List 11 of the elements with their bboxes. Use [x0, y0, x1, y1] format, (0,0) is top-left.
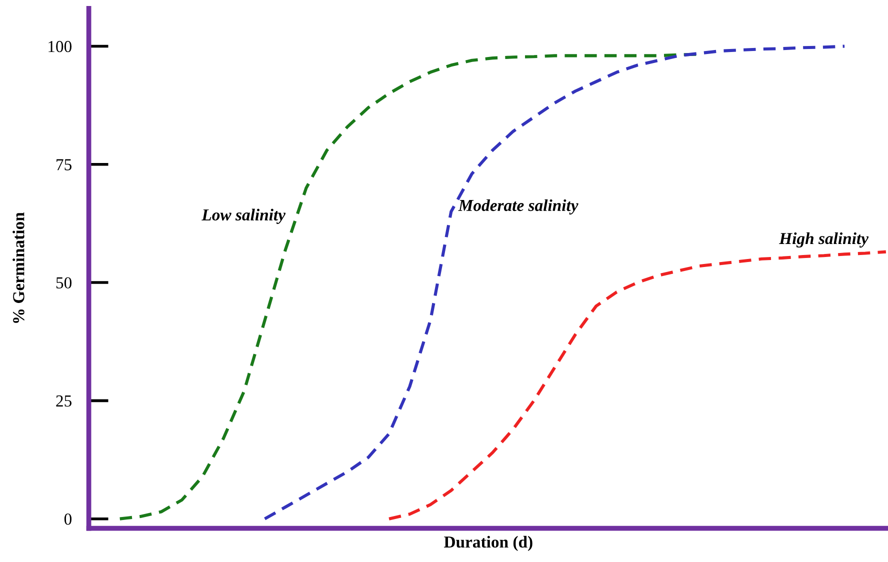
y-tick-label: 25 [56, 395, 72, 407]
y-tick-label: 75 [56, 159, 72, 170]
series-label: Moderate salinity [458, 199, 578, 214]
y-axis-title: % Germination [12, 212, 24, 323]
y-tick-label: 50 [56, 277, 72, 288]
series-label: High salinity [779, 232, 869, 248]
line-series [387, 250, 888, 520]
x-axis-title: Duration (d) [444, 536, 532, 552]
y-tick-label: 0 [64, 514, 72, 525]
y-tick-label: 100 [48, 40, 72, 52]
series-label: Low salinity [202, 208, 286, 224]
